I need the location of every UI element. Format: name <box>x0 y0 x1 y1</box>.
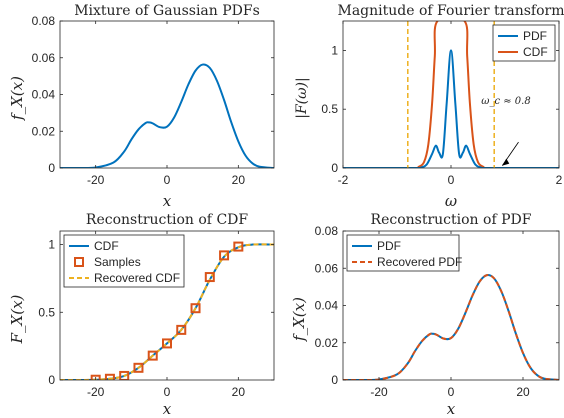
y-tick-label: 0 <box>48 161 55 175</box>
y-tick-label: 0.02 <box>315 336 339 350</box>
sample-marker <box>162 338 172 349</box>
legend-label: PDF <box>523 29 547 43</box>
x-tick-label: 0 <box>448 173 455 187</box>
y-tick-label: 0.06 <box>32 51 56 65</box>
legend-label: Recovered CDF <box>94 271 180 285</box>
plot-area <box>60 63 274 168</box>
y-tick-label: 0.5 <box>321 102 338 116</box>
legend: CDF Samples Recovered CDF <box>63 234 185 288</box>
x-tick-label: -20 <box>87 173 105 187</box>
panel-4-xlabel: x <box>447 400 456 418</box>
sample-marker <box>133 362 144 373</box>
sample-marker <box>233 241 244 252</box>
cdf-fourier-line <box>343 21 559 168</box>
legend: PDF CDF <box>492 24 556 62</box>
sample-marker <box>176 324 187 335</box>
panel-2-xlabel: ω <box>445 192 457 210</box>
x-tick-label: 0 <box>164 173 171 187</box>
y-tick-label: 0.04 <box>315 299 339 313</box>
pdf-fourier-line <box>343 49 559 168</box>
panel-1-title: Mixture of Gaussian PDFs <box>74 3 260 19</box>
y-tick-label: 0 <box>331 373 338 387</box>
y-tick-label: 0.5 <box>38 305 55 319</box>
y-tick-label: 0.04 <box>32 88 56 102</box>
cutoff-annotation: ω_c ≈ 0.8 <box>481 96 530 107</box>
sample-marker <box>104 373 115 380</box>
y-tick-label: 0 <box>48 373 55 387</box>
sample-marker <box>219 250 230 261</box>
x-tick-label: 20 <box>232 385 246 399</box>
x-tick-label: 20 <box>232 173 246 187</box>
pdf-line <box>60 63 274 168</box>
panel-3-ylabel: F_X(x) <box>8 294 26 344</box>
sample-marker <box>204 272 215 283</box>
legend-label: Recovered PDF <box>377 255 462 269</box>
panel-fourier-magnitude: Magnitude of Fourier transform ω |F(ω)| … <box>294 3 564 210</box>
plot-area <box>343 274 559 380</box>
x-tick-label: 0 <box>448 385 455 399</box>
legend-box <box>492 24 556 62</box>
pdf-line <box>343 274 559 380</box>
y-tick-label: 0.06 <box>315 261 339 275</box>
panel-4-ylabel: f_X(x) <box>290 297 308 342</box>
legend-label: PDF <box>377 239 401 253</box>
y-tick-label: 0.08 <box>32 14 56 28</box>
y-tick-label: 1 <box>331 43 338 57</box>
x-tick-label: 2 <box>556 173 563 187</box>
legend-label: Samples <box>94 255 141 269</box>
legend-box <box>346 234 460 272</box>
legend: PDF Recovered PDF <box>346 234 462 272</box>
sample-marker <box>190 303 201 314</box>
panel-mixture-pdf: Mixture of Gaussian PDFs x f_X(x) -20 0 20… <box>8 3 275 210</box>
y-tick-label: 0 <box>331 161 338 175</box>
annotation-arrowhead <box>502 158 510 166</box>
panel-cdf-reconstruction: Reconstruction of CDF x F_X(x) -20 0 20 0 0.… <box>8 212 275 418</box>
legend-label: CDF <box>523 45 548 59</box>
panel-3-title: Reconstruction of CDF <box>86 212 248 228</box>
y-tick-label: 1 <box>48 238 55 252</box>
legend-marker <box>74 257 84 267</box>
panel-3-xlabel: x <box>163 400 172 418</box>
panel-2-ylabel: |F(ω)| <box>294 77 310 119</box>
axes-box <box>59 20 275 169</box>
y-tick-label: 0.08 <box>315 224 339 238</box>
sample-marker <box>147 350 158 361</box>
panel-1-ylabel: f_X(x) <box>8 76 26 121</box>
x-tick-label: -2 <box>338 173 349 187</box>
x-tick-label: 0 <box>164 385 171 399</box>
x-tick-label: -20 <box>370 385 388 399</box>
y-tick-label: 0.02 <box>32 124 56 138</box>
recovered-pdf-line <box>343 274 559 380</box>
panel-1-xlabel: x <box>163 192 172 210</box>
panel-4-title: Reconstruction of PDF <box>371 212 532 228</box>
panel-2-title: Magnitude of Fourier transform <box>338 3 564 19</box>
x-tick-label: 20 <box>516 385 530 399</box>
legend-label: CDF <box>94 239 119 253</box>
x-tick-label: -20 <box>87 385 105 399</box>
panel-pdf-reconstruction: Reconstruction of PDF x f_X(x) -20 0 20 0 0.… <box>290 212 560 418</box>
